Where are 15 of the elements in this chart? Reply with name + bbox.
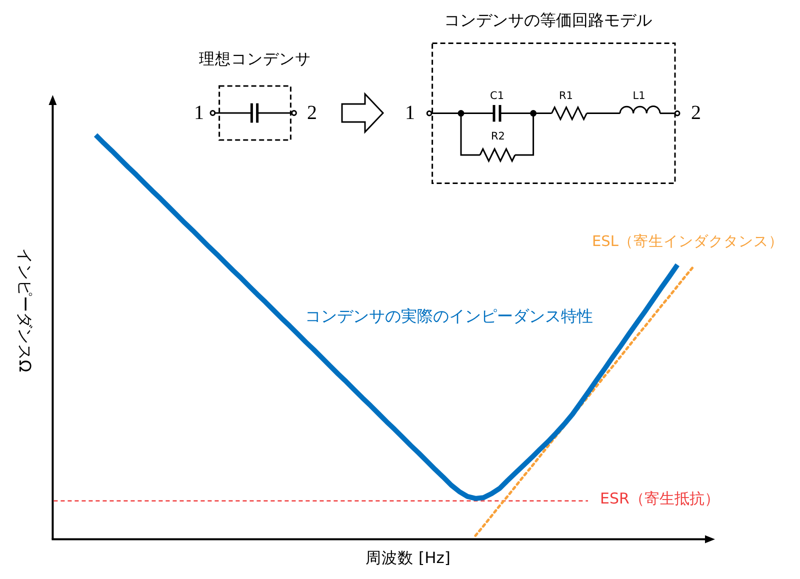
y-axis-title: インピーダンスΩ <box>16 248 34 372</box>
text: 2 <box>307 102 317 124</box>
series-label: ESL（寄生インダクタンス） <box>592 233 784 250</box>
text: L1 <box>632 90 646 102</box>
text: 1 <box>194 102 204 124</box>
text: R1 <box>559 90 573 102</box>
text: 1 <box>405 102 415 124</box>
series-label: コンデンサの実際のインピーダンス特性 <box>305 306 593 326</box>
annotation: R2 <box>491 130 505 142</box>
text: コンデンサの等価回路モデル <box>444 10 652 30</box>
text: C1 <box>490 90 504 102</box>
ref-line-label: ESR（寄生抵抗） <box>600 489 720 508</box>
x-axis-title: 周波数 [Hz] <box>366 549 450 567</box>
text: 2 <box>691 102 701 124</box>
text: 理想コンデンサ <box>199 50 311 68</box>
